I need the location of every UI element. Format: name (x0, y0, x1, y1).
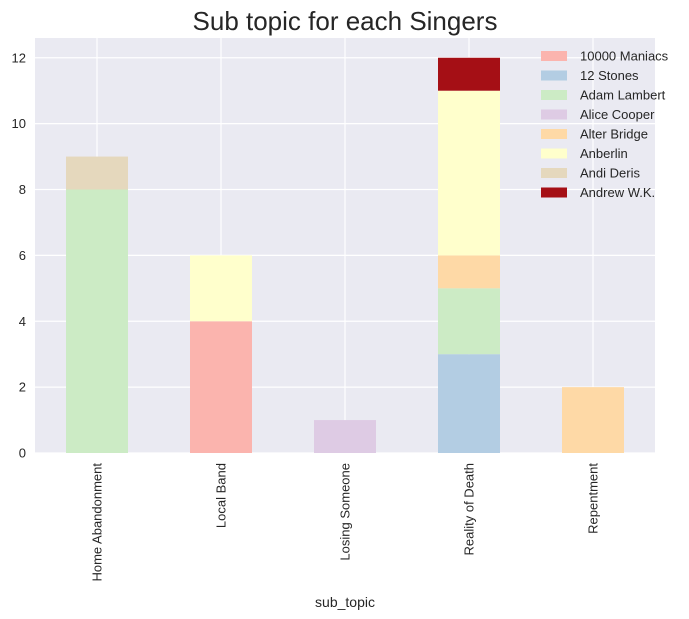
chart-title: Sub topic for each Singers (193, 6, 498, 36)
bar-segment (438, 57, 500, 91)
x-tick-label: Reality of Death (462, 463, 477, 556)
bar-segment (438, 288, 500, 355)
legend-swatch (541, 51, 567, 61)
y-tick-label: 6 (19, 248, 26, 263)
legend-swatch (541, 187, 567, 198)
y-tick-label: 10 (12, 116, 26, 131)
bar-segment (438, 255, 500, 289)
legend-label: Alter Bridge (580, 127, 648, 142)
legend-swatch (541, 129, 567, 139)
y-tick-label: 8 (19, 182, 26, 197)
bar-segment (562, 387, 624, 453)
bar-segment (190, 255, 252, 322)
bar-segment (438, 90, 500, 256)
legend-swatch (541, 109, 567, 120)
legend-label: 12 Stones (580, 68, 639, 83)
bar-segment (66, 156, 128, 190)
bar-segment (66, 189, 128, 453)
x-tick-label: Home Abandonment (90, 463, 105, 582)
x-axis-label: sub_topic (315, 594, 375, 610)
x-axis: Home Abandonment Local Band Losing Someone… (90, 463, 601, 582)
y-tick-label: 12 (12, 50, 26, 65)
legend-label: Andi Deris (580, 166, 640, 181)
legend-swatch (541, 168, 567, 178)
legend-label: Anberlin (580, 146, 628, 161)
legend-swatch (541, 148, 567, 159)
y-tick-label: 2 (19, 380, 26, 395)
legend-label: Alice Cooper (580, 107, 655, 122)
bar-segment (314, 420, 376, 453)
y-tick-label: 4 (19, 314, 26, 329)
legend: 10000 Maniacs 12 Stones Adam Lambert Alice … (541, 49, 669, 200)
bars (66, 57, 624, 453)
x-tick-label: Local Band (214, 463, 229, 528)
x-tick-label: Repentment (586, 463, 601, 534)
bar-segment (190, 321, 252, 453)
x-tick-label: Losing Someone (338, 463, 353, 561)
bar-segment (438, 354, 500, 453)
y-tick-label: 0 (19, 446, 26, 461)
legend-label: 10000 Maniacs (580, 49, 669, 64)
legend-swatch (541, 90, 567, 100)
legend-label: Adam Lambert (580, 88, 666, 103)
legend-swatch (541, 70, 567, 81)
y-axis: 0 2 4 6 8 10 12 (12, 50, 26, 460)
legend-label: Andrew W.K. (580, 185, 655, 200)
